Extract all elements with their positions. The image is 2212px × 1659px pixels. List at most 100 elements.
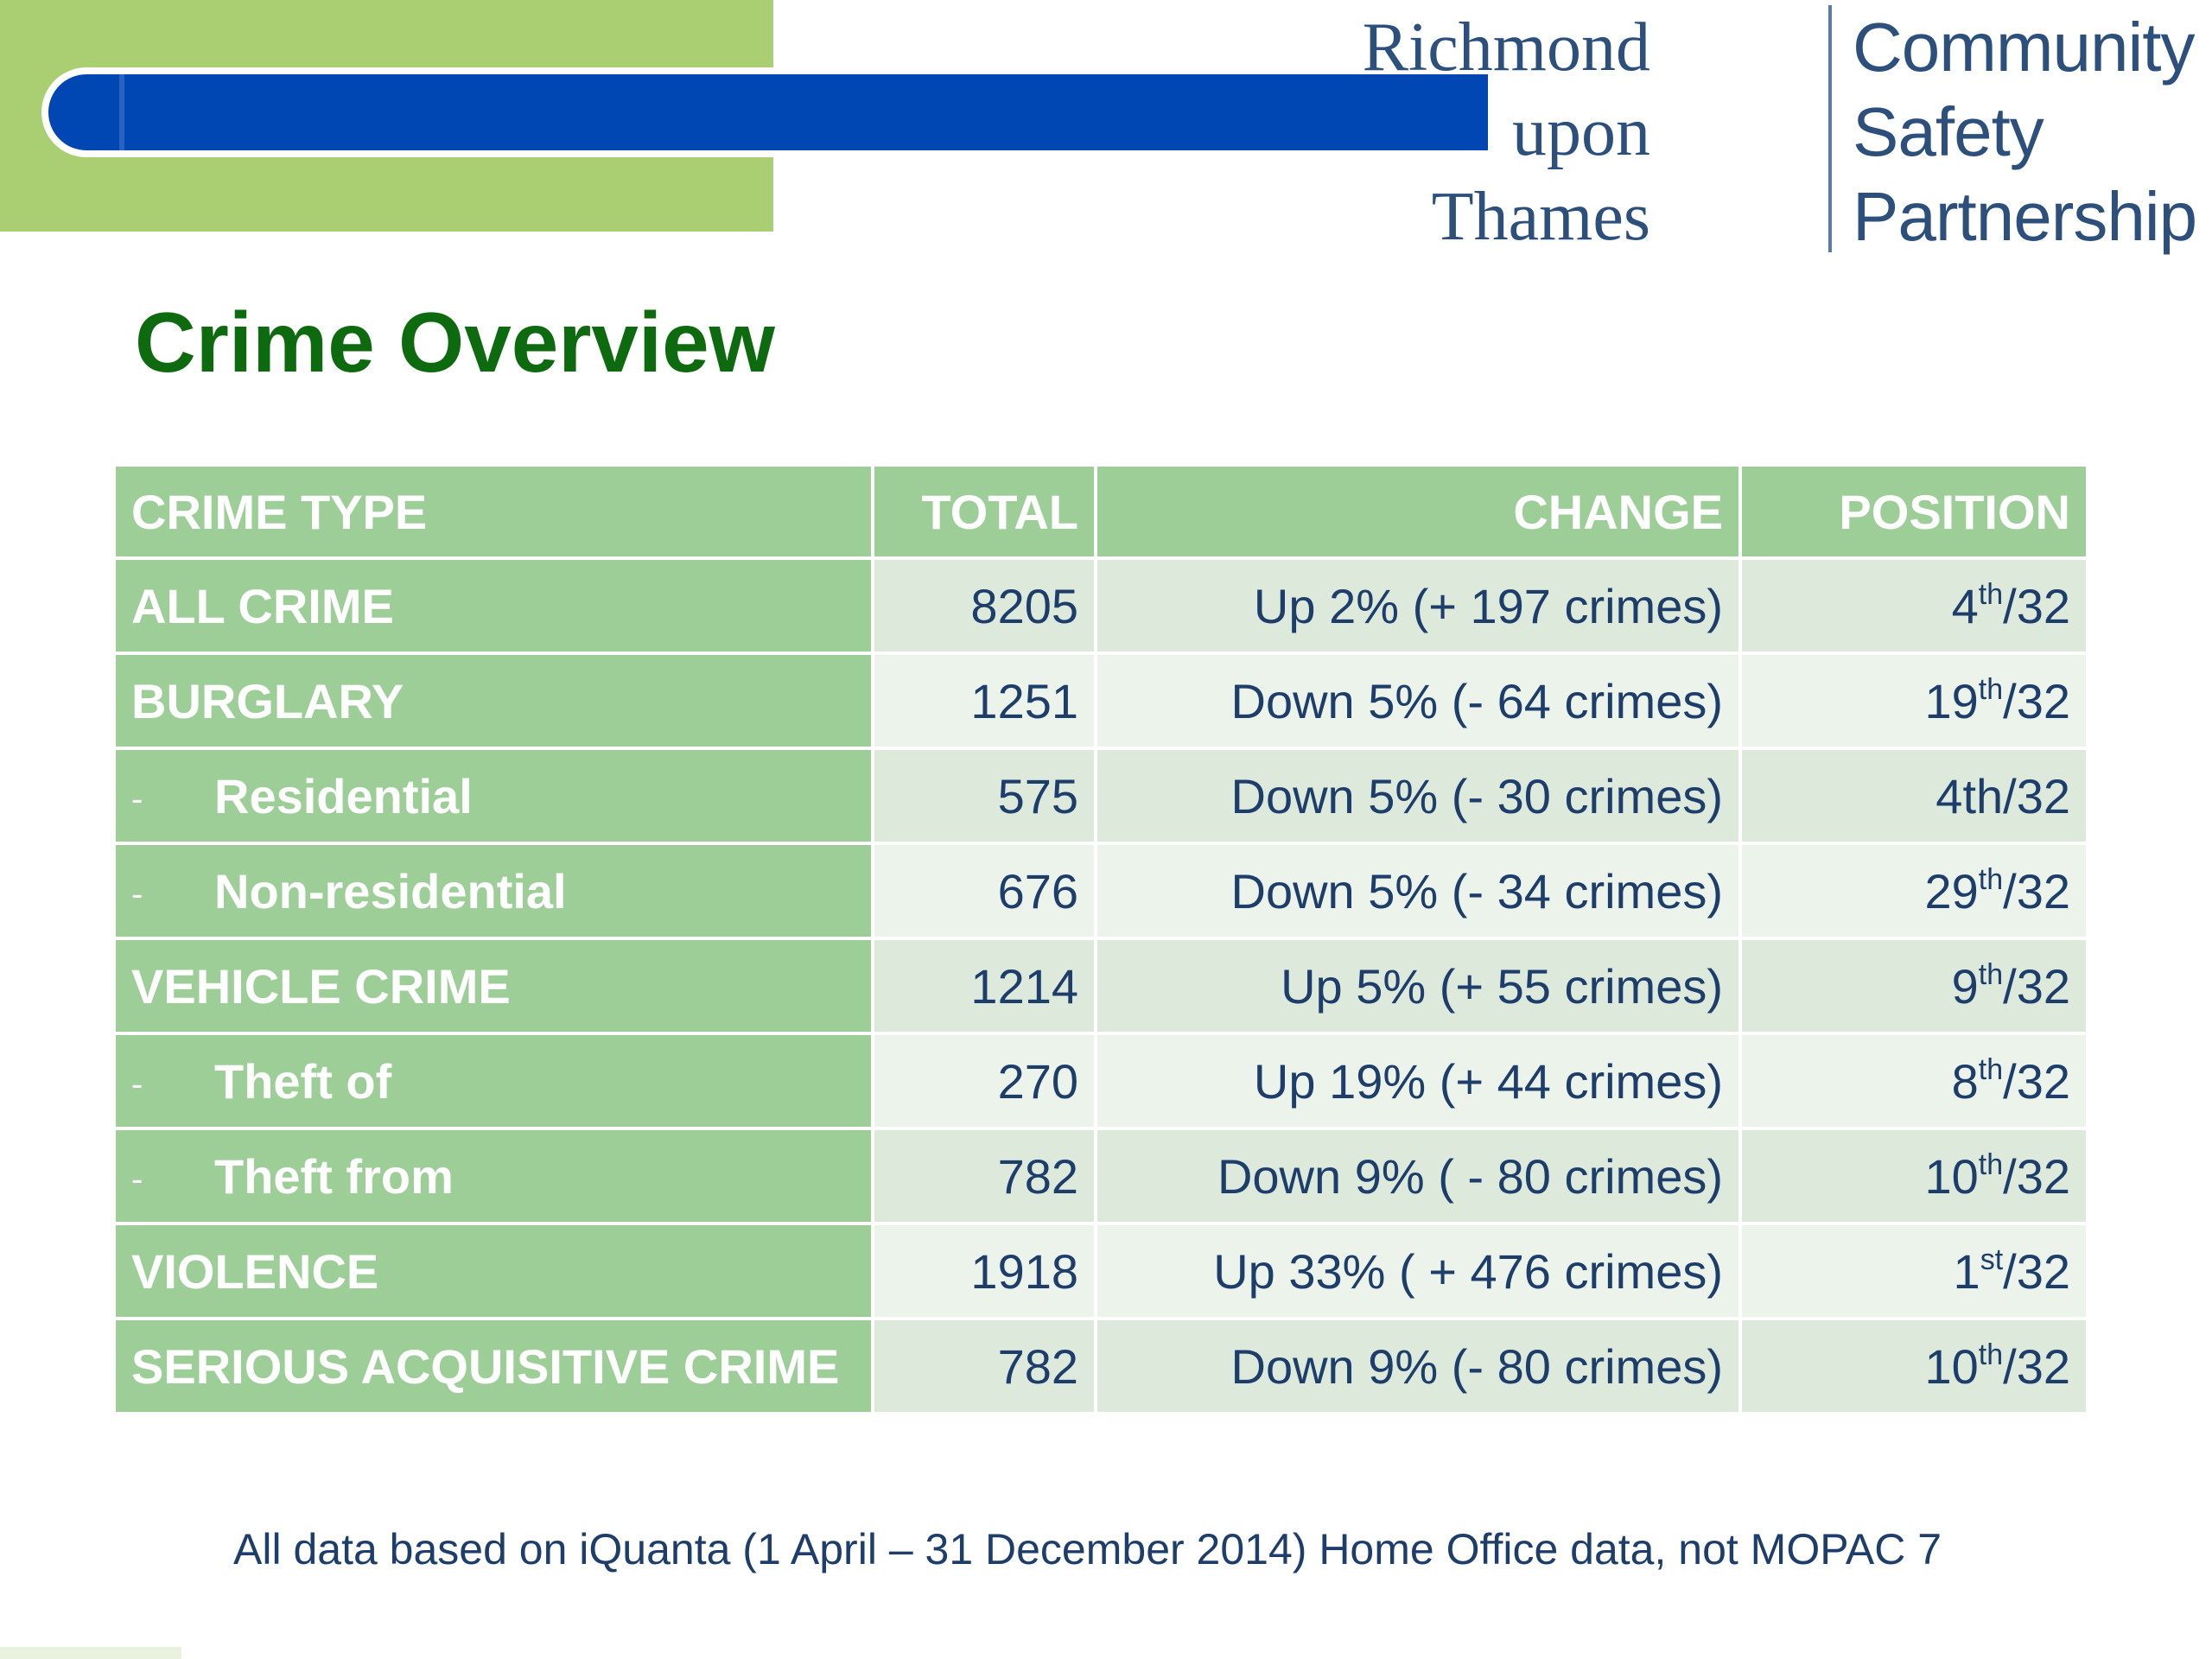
position-out-of: /32: [2003, 1243, 2070, 1299]
position-out-of: /32: [2003, 673, 2070, 728]
cell-total: 270: [874, 1035, 1094, 1127]
logo-line: upon: [1512, 94, 1650, 170]
logo-divider: [1828, 5, 1832, 252]
position-ordinal-suffix: th: [1978, 1338, 2004, 1371]
cell-position: 19th/32: [1742, 655, 2086, 747]
position-ordinal-suffix: th: [1978, 862, 2004, 896]
cell-total: 1214: [874, 940, 1094, 1032]
column-header-change: CHANGE: [1097, 467, 1738, 556]
partnership-logo: Richmond upon Thames Community Safety Pa…: [1363, 0, 2212, 259]
crime-type-label: Theft from: [214, 1148, 454, 1204]
column-header-total: TOTAL: [874, 467, 1094, 556]
crime-type-label: Theft of: [214, 1053, 392, 1109]
table-row: SERIOUS ACQUISITIVE CRIME 782 Down 9% (- 8…: [116, 1320, 2086, 1412]
position-out-of: /32: [2003, 1148, 2070, 1204]
cell-crime-type: SERIOUS ACQUISITIVE CRIME: [116, 1320, 871, 1412]
cell-total: 676: [874, 845, 1094, 937]
cell-position: 8th/32: [1742, 1035, 2086, 1127]
sub-item-marker: -: [131, 780, 143, 819]
cell-change: Down 9% ( - 80 crimes): [1097, 1130, 1738, 1222]
cell-crime-type: - Non-residential: [116, 845, 871, 937]
position-ordinal-suffix: st: [1980, 1243, 2004, 1276]
cell-change: Down 9% (- 80 crimes): [1097, 1320, 1738, 1412]
crime-type-label: VIOLENCE: [131, 1243, 379, 1299]
table-row: - Non-residential 676 Down 5% (- 34 crimes)…: [116, 845, 2086, 937]
cell-change: Up 5% (+ 55 crimes): [1097, 940, 1738, 1032]
cell-crime-type: VEHICLE CRIME: [116, 940, 871, 1032]
header-curve: [0, 232, 778, 301]
cell-total: 782: [874, 1130, 1094, 1222]
header-blue-bar: [48, 74, 1488, 150]
cell-position: 10th/32: [1742, 1320, 2086, 1412]
table-row: ALL CRIME 8205 Up 2% (+ 197 crimes) 4th/32: [116, 560, 2086, 652]
cell-change: Up 2% (+ 197 crimes): [1097, 560, 1738, 652]
position-out-of: /32: [2003, 1053, 2070, 1109]
logo-line: Safety: [1853, 93, 2044, 170]
position-rank: 1: [1953, 1243, 1980, 1299]
page-title: Crime Overview: [135, 295, 775, 390]
cell-position: 9th/32: [1742, 940, 2086, 1032]
cell-crime-type: VIOLENCE: [116, 1225, 871, 1317]
position-rank: 19: [1924, 673, 1979, 728]
header-blue-bar-accent: [119, 74, 124, 150]
table-row: BURGLARY 1251 Down 5% (- 64 crimes) 19th/32: [116, 655, 2086, 747]
cell-change: Down 5% (- 34 crimes): [1097, 845, 1738, 937]
column-header-position: POSITION: [1742, 467, 2086, 556]
cell-crime-type: BURGLARY: [116, 655, 871, 747]
cell-total: 1251: [874, 655, 1094, 747]
sub-item-marker: -: [131, 1160, 143, 1199]
position-out-of: /32: [2003, 958, 2070, 1014]
cell-change: Up 33% ( + 476 crimes): [1097, 1225, 1738, 1317]
cell-position: 1st/32: [1742, 1225, 2086, 1317]
position-ordinal-suffix: th: [1978, 957, 2004, 991]
position-rank: 10: [1924, 1338, 1979, 1394]
sub-item-marker: -: [131, 1065, 143, 1104]
logo-line: Thames: [1431, 179, 1650, 255]
cell-crime-type: - Theft from: [116, 1130, 871, 1222]
cell-position: 10th/32: [1742, 1130, 2086, 1222]
table-row: VIOLENCE 1918 Up 33% ( + 476 crimes) 1st/32: [116, 1225, 2086, 1317]
position-rank: 29: [1924, 863, 1979, 918]
position-rank: 10: [1924, 1148, 1979, 1204]
footer-accent: [0, 1647, 181, 1659]
crime-table: CRIME TYPE TOTAL CHANGE POSITION ALL CRI…: [112, 463, 2089, 1415]
table-row: - Residential 575 Down 5% (- 30 crimes) 4th/…: [116, 750, 2086, 842]
crime-type-label: SERIOUS ACQUISITIVE CRIME: [131, 1338, 840, 1394]
cell-change: Down 5% (- 64 crimes): [1097, 655, 1738, 747]
table-row: - Theft from 782 Down 9% ( - 80 crimes) 10th…: [116, 1130, 2086, 1222]
cell-position: 4th/32: [1742, 560, 2086, 652]
position-rank: 4th/32: [1936, 768, 2070, 823]
position-out-of: /32: [2003, 578, 2070, 633]
sub-item-marker: -: [131, 875, 143, 914]
cell-total: 575: [874, 750, 1094, 842]
crime-type-label: VEHICLE CRIME: [131, 958, 511, 1014]
cell-total: 8205: [874, 560, 1094, 652]
logo-line: Partnership: [1853, 178, 2197, 255]
crime-type-label: ALL CRIME: [131, 578, 394, 633]
crime-type-label: Non-residential: [214, 863, 567, 918]
position-rank: 8: [1951, 1053, 1979, 1109]
table-header-row: CRIME TYPE TOTAL CHANGE POSITION: [116, 467, 2086, 556]
table-row: VEHICLE CRIME 1214 Up 5% (+ 55 crimes) 9th/…: [116, 940, 2086, 1032]
cell-crime-type: ALL CRIME: [116, 560, 871, 652]
position-ordinal-suffix: th: [1978, 577, 2004, 611]
position-ordinal-suffix: th: [1978, 672, 2004, 706]
column-header-crime-type: CRIME TYPE: [116, 467, 871, 556]
cell-total: 1918: [874, 1225, 1094, 1317]
cell-crime-type: - Theft of: [116, 1035, 871, 1127]
position-rank: 9: [1951, 958, 1979, 1014]
position-ordinal-suffix: th: [1978, 1052, 2004, 1086]
table-row: - Theft of 270 Up 19% (+ 44 crimes) 8th/32: [116, 1035, 2086, 1127]
position-out-of: /32: [2003, 1338, 2070, 1394]
logo-partnership-name: Community Safety Partnership: [1853, 5, 2197, 259]
position-ordinal-suffix: th: [1978, 1147, 2004, 1181]
crime-type-label: Residential: [214, 768, 473, 823]
cell-change: Up 19% (+ 44 crimes): [1097, 1035, 1738, 1127]
cell-position: 29th/32: [1742, 845, 2086, 937]
cell-total: 782: [874, 1320, 1094, 1412]
logo-line: Community: [1853, 9, 2196, 86]
data-source-footnote: All data based on iQuanta (1 April – 31 …: [233, 1525, 1942, 1573]
position-out-of: /32: [2003, 863, 2070, 918]
cell-crime-type: - Residential: [116, 750, 871, 842]
logo-borough-name: Richmond upon Thames: [1363, 5, 1650, 259]
